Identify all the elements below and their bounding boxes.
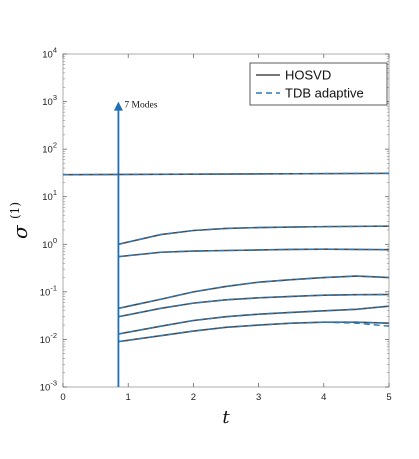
- series-group: [62, 172, 390, 343]
- x-tick-label: 4: [321, 392, 326, 403]
- legend-box: [249, 62, 388, 106]
- y-tick-label: 101: [42, 188, 57, 203]
- tdb-mode-7-tail: [323, 321, 390, 327]
- y-tick-label: 10-3: [40, 379, 57, 394]
- y-tick-label-base: 10: [40, 287, 51, 298]
- y-tick-label-base: 10: [40, 335, 51, 346]
- y-tick-label-exponent: 1: [53, 188, 57, 197]
- x-tick-label: 1: [126, 392, 131, 403]
- y-tick-label: 10-1: [40, 283, 57, 298]
- y-tick-label-exponent: -3: [50, 379, 57, 388]
- tdb-mode-4-line: [118, 275, 390, 310]
- y-axis-label-symbol: σ: [8, 224, 32, 239]
- tdb-mode-7-line: [118, 321, 390, 343]
- y-axis-label-superscript: (1): [8, 202, 22, 219]
- y-tick-label-exponent: 4: [53, 46, 57, 55]
- y-tick-label-base: 10: [42, 50, 53, 61]
- y-tick-label-base: 10: [42, 240, 53, 251]
- tdb-mode-1-line: [62, 172, 390, 176]
- plot-frame: [62, 53, 390, 388]
- hosvd-mode-4-line: [118, 275, 390, 310]
- legend-label-tdb-adaptive: TDB adaptive: [285, 86, 364, 101]
- hosvd-mode-7-line: [118, 321, 390, 343]
- y-tick-label: 100: [42, 236, 57, 251]
- y-tick-label-base: 10: [42, 192, 53, 203]
- x-tick-label: 2: [191, 392, 196, 403]
- legend-label-hosvd: HOSVD: [285, 68, 331, 83]
- x-tick-label: 0: [60, 392, 65, 403]
- y-tick-label-exponent: 3: [53, 93, 57, 102]
- y-axis-label: σ (1): [8, 202, 32, 239]
- x-axis-label: t: [222, 407, 230, 428]
- y-tick-label: 103: [42, 93, 57, 108]
- y-tick-label-base: 10: [42, 145, 53, 156]
- y-tick-label: 10-2: [40, 331, 57, 346]
- y-tick-label: 102: [42, 141, 57, 156]
- annotation-label: 7 Modes: [124, 101, 157, 111]
- tdb-mode-2-line: [118, 225, 390, 245]
- y-tick-label-exponent: 0: [53, 236, 57, 245]
- y-tick-label-exponent: -1: [50, 283, 57, 292]
- y-tick-label-base: 10: [42, 97, 53, 108]
- legend: HOSVD TDB adaptive: [249, 62, 388, 106]
- y-tick-label-exponent: 2: [53, 141, 57, 150]
- y-tick-label-exponent: -2: [50, 331, 57, 340]
- x-tick-label: 3: [256, 392, 261, 403]
- annotation-group: 7 Modes: [113, 101, 158, 387]
- y-tick-label-base: 10: [40, 383, 51, 394]
- annotation-arrow-head: [113, 101, 123, 111]
- tdb-mode-5-line: [118, 293, 390, 318]
- x-tick-label: 5: [386, 392, 391, 403]
- y-tick-label: 104: [42, 46, 57, 61]
- tdb-mode-3-line: [118, 248, 390, 258]
- tdb-mode-6-line: [118, 305, 390, 335]
- plot-area-border: [62, 53, 390, 388]
- hosvd-mode-5-line: [118, 293, 390, 318]
